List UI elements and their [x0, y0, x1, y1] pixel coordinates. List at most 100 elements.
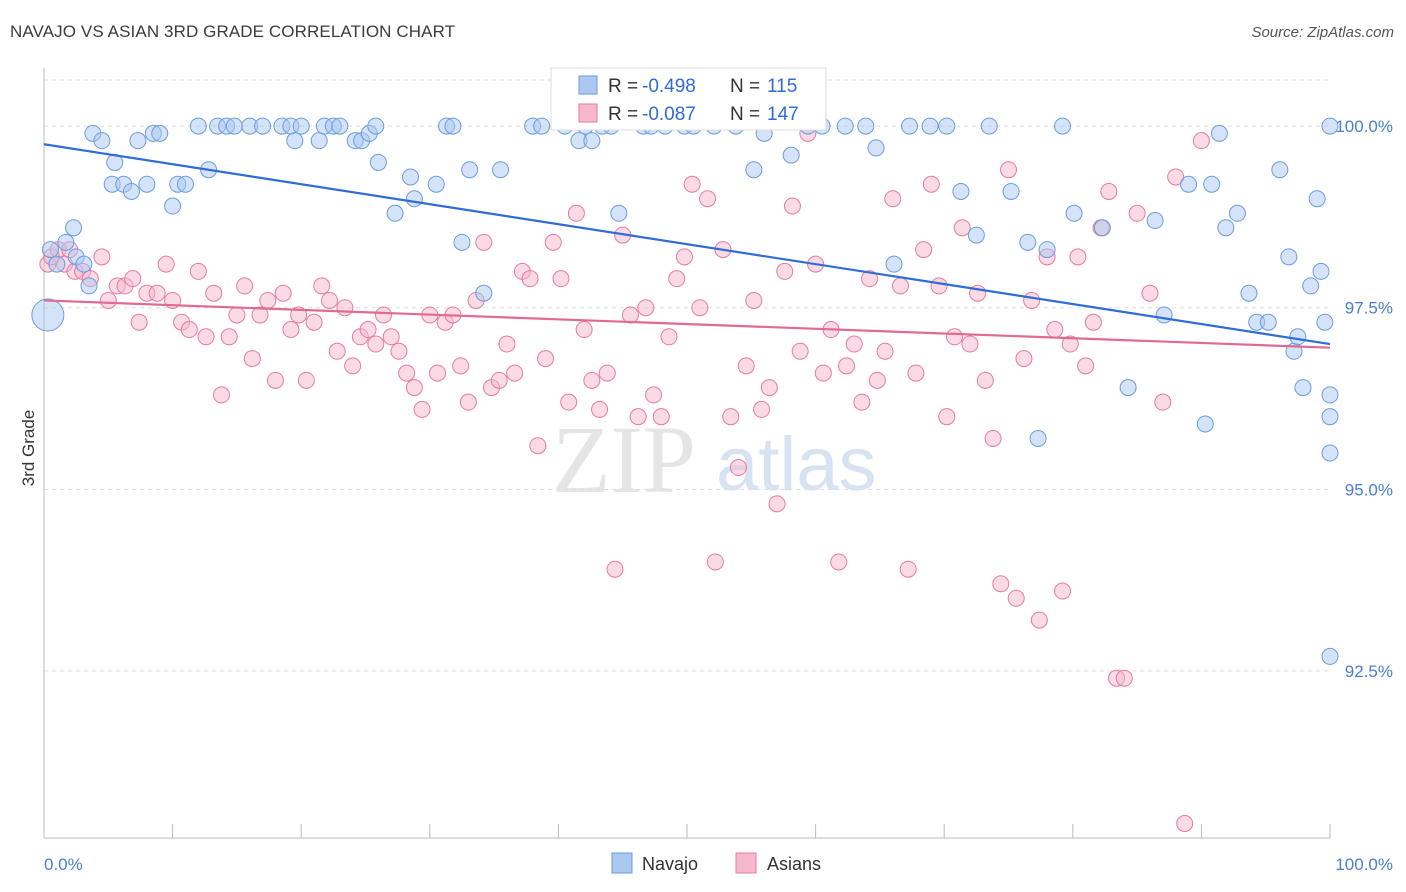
asians-point: [189, 262, 207, 280]
navajo-point: [1259, 313, 1277, 331]
asians-point: [668, 270, 686, 288]
asians-point: [282, 321, 300, 339]
navajo-point: [310, 132, 328, 150]
asians-point: [398, 364, 416, 382]
navajo-point: [138, 175, 156, 193]
asians-point: [598, 364, 616, 382]
asians-point: [228, 306, 246, 324]
asians-point: [1141, 284, 1159, 302]
asians-point: [297, 371, 315, 389]
asians-point: [776, 262, 794, 280]
asians-point: [876, 342, 894, 360]
asians-point: [753, 400, 771, 418]
asians-point: [124, 270, 142, 288]
asians-point: [529, 437, 547, 455]
navajo-point: [1240, 284, 1258, 302]
asians-point: [591, 400, 609, 418]
navajo-point: [164, 197, 182, 215]
navajo-point: [31, 298, 65, 332]
asians-point: [884, 190, 902, 208]
asians-point: [922, 175, 940, 193]
navajo-point: [331, 117, 349, 135]
asians-point: [157, 255, 175, 273]
navajo-point: [1321, 386, 1339, 404]
asians-point: [1007, 589, 1025, 607]
navajo-point: [453, 233, 471, 251]
asians-point: [243, 350, 261, 368]
asians-point: [699, 190, 717, 208]
asians-point: [706, 553, 724, 571]
asians-point: [148, 284, 166, 302]
asians-point: [722, 408, 740, 426]
asians-point: [99, 291, 117, 309]
gridlines: [44, 79, 1330, 672]
asians-point: [1054, 582, 1072, 600]
navajo-point: [900, 117, 918, 135]
asians-point: [760, 379, 778, 397]
chart-title: NAVAJO VS ASIAN 3RD GRADE CORRELATION CH…: [10, 22, 456, 41]
asians-point: [344, 357, 362, 375]
navajo-point: [1119, 379, 1137, 397]
navajo-point: [1289, 328, 1307, 346]
asians-point: [1154, 393, 1172, 411]
navajo-point: [1203, 175, 1221, 193]
navajo-point: [1054, 117, 1072, 135]
asians-point: [521, 270, 539, 288]
asians-point: [1069, 248, 1087, 266]
asians-n-value: 147: [767, 104, 799, 125]
navajo-point: [1210, 124, 1228, 142]
asians-point: [1100, 182, 1118, 200]
asians-n-label: N =: [730, 104, 760, 125]
asians-point: [899, 560, 917, 578]
navajo-point: [1155, 306, 1173, 324]
asians-point: [405, 379, 423, 397]
x-tick-label-right: 100.0%: [1335, 855, 1393, 874]
asians-point: [652, 408, 670, 426]
navajo-point: [836, 117, 854, 135]
navajo-point: [492, 161, 510, 179]
asians-point: [197, 328, 215, 346]
asians-point: [675, 248, 693, 266]
asians-point: [984, 429, 1002, 447]
asians-point: [1061, 335, 1079, 353]
navajo-point: [189, 117, 207, 135]
asians-point: [583, 371, 601, 389]
navajo-point: [93, 132, 111, 150]
navajo-point: [980, 117, 998, 135]
asians-point: [93, 248, 111, 266]
navajo-point: [151, 124, 169, 142]
asians-point: [575, 321, 593, 339]
asians-point: [274, 284, 292, 302]
navajo-point: [938, 117, 956, 135]
navajo-n-label: N =: [730, 76, 760, 97]
navajo-point: [1038, 241, 1056, 259]
navajo-point: [1228, 204, 1246, 222]
navajo-point: [129, 132, 147, 150]
asians-point: [320, 291, 338, 309]
asians-point: [567, 204, 585, 222]
asians-point: [459, 393, 477, 411]
navajo-n-value: 115: [767, 76, 797, 97]
trend-lines: [43, 143, 1331, 349]
navajo-point: [176, 175, 194, 193]
asians-point: [938, 408, 956, 426]
navajo-point: [65, 219, 83, 237]
navajo-point: [885, 255, 903, 273]
asians-point: [413, 400, 431, 418]
asians-point: [359, 321, 377, 339]
asians-point: [382, 328, 400, 346]
navajo-point: [1029, 429, 1047, 447]
navajo-point: [782, 146, 800, 164]
asians-point: [1023, 291, 1041, 309]
navajo-point: [402, 168, 420, 186]
navajo-point: [857, 117, 875, 135]
asians-point: [637, 299, 655, 317]
navajo-point: [1316, 313, 1334, 331]
navajo-point: [369, 153, 387, 171]
asians-legend-swatch: [578, 103, 598, 123]
asians-point: [915, 241, 933, 259]
asians-point: [691, 299, 709, 317]
asians-trend-line: [43, 299, 1331, 349]
navajo-point: [1302, 277, 1320, 295]
